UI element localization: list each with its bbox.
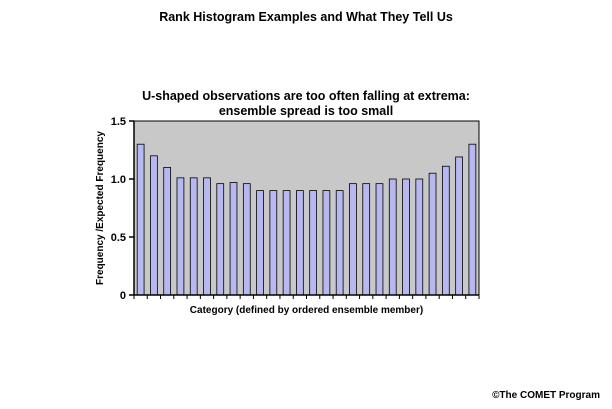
chart-title-line-1: U-shaped observations are too often fall… <box>142 89 470 103</box>
chart-title-line-2: ensemble spread is too small <box>218 104 394 118</box>
bar-22 <box>415 178 424 296</box>
y-tick-label: 0 <box>120 290 126 302</box>
bar-24 <box>441 165 450 296</box>
bar-1 <box>136 143 145 296</box>
y-tick-label: 1.0 <box>111 174 126 186</box>
bar-25 <box>455 156 463 296</box>
chart-title: U-shaped observations are too often fall… <box>105 89 507 119</box>
bar-5 <box>189 177 198 296</box>
y-axis-label: Frequency /Expected Frequency <box>95 131 106 285</box>
bars-group <box>136 143 477 296</box>
bar-3 <box>163 166 172 296</box>
bar-14 <box>309 190 317 296</box>
axes-group: 0 0.5 1.0 1.5 <box>111 116 480 302</box>
bar-7 <box>216 183 225 296</box>
bar-4 <box>176 177 185 296</box>
bar-17 <box>349 183 357 296</box>
y-tick-label: 0.5 <box>111 232 126 244</box>
bar-10 <box>256 190 264 296</box>
bar-16 <box>335 190 344 296</box>
bar-13 <box>296 190 304 296</box>
page-title: Rank Histogram Examples and What They Te… <box>159 10 453 24</box>
credit-text: ©The COMET Program <box>492 390 600 401</box>
bar-2 <box>150 155 158 296</box>
plot-area <box>133 120 480 296</box>
bar-21 <box>402 178 410 296</box>
y-tick-label: 1.5 <box>111 116 126 128</box>
bar-9 <box>242 183 251 296</box>
bar-12 <box>282 190 291 296</box>
bar-23 <box>428 172 437 296</box>
bar-6 <box>203 177 211 296</box>
bar-20 <box>388 178 397 296</box>
bar-8 <box>229 182 238 296</box>
bar-11 <box>269 190 278 296</box>
bar-19 <box>375 183 384 296</box>
bar-18 <box>362 183 371 296</box>
x-axis-label: Category (defined by ordered ensemble me… <box>190 305 423 316</box>
bar-26 <box>468 143 477 296</box>
bar-15 <box>322 190 331 296</box>
